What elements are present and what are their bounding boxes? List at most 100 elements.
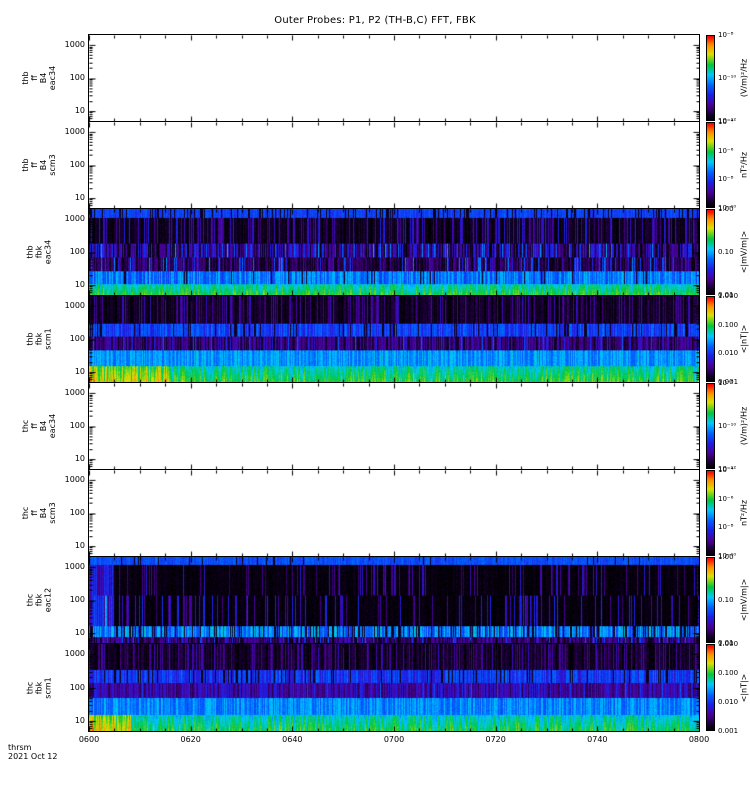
y-tick-label: 100 [69,595,85,604]
y-tick-label: 100 [69,334,85,343]
colorbar-tick-label: 10⁻⁸ [718,175,734,184]
colorbar-unit-label: (V/m)²/Hz [739,406,749,446]
panel-y-title-line: thc [25,593,35,607]
colorbar-tick-label: 10⁻⁸ [718,379,734,387]
colorbar-tick-label: 0.001 [718,378,739,386]
spectrogram-panel: thb fbk eac34 <|mV/m|> 1000 100 10 1.00 0.10 0.… [26,205,749,299]
colorbar-tick-label: 10⁻⁴ [718,466,734,474]
spectrogram-panel: thb ff B4 eac34 (V/m)²/Hz 1000 100 10 10⁻⁸ 10⁻¹… [21,31,749,125]
axis-ticks-canvas [89,209,699,295]
colorbar [706,557,715,643]
y-tick-label: 10 [74,280,85,290]
y-tick-label: 10 [74,367,85,377]
spectrogram-panel: thb ff B4 scm3 nT²/Hz 1000 100 10 10⁻⁴ 10⁻⁶ 10⁻⁸… [21,118,749,212]
colorbar-tick-label: 10⁻⁸ [718,31,734,39]
y-tick-label: 100 [69,682,85,692]
panel-y-title-line: fbk [34,332,44,346]
colorbar-tick-label: 0.010 [718,698,739,707]
panel-y-title-line: thb [25,332,35,346]
colorbar [706,470,715,556]
colorbar-tick-label: 10⁻¹⁰ [718,552,737,560]
y-tick-label: 1000 [64,300,85,310]
colorbar-unit-label: <|nT|> [739,324,749,354]
colorbar-gradient-canvas [707,471,714,555]
y-tick-label: 1000 [64,649,85,659]
colorbar-tick-label: 0.100 [718,320,739,329]
x-tick-label: 0700 [383,735,405,744]
colorbar [706,35,715,121]
colorbar [706,209,715,295]
colorbar [706,122,715,208]
spectrogram-panel: thc ff B4 eac34 (V/m)²/Hz 1000 100 10 10⁻⁸ 10⁻¹… [21,379,749,473]
colorbar-tick-label: 0.100 [718,668,739,677]
colorbar-tick-label: 0.010 [718,349,739,358]
y-tick-label: 10 [74,106,85,116]
colorbar-gradient-canvas [707,36,714,120]
colorbar-gradient-canvas [707,123,714,207]
panel-y-title-line: thb [21,71,30,85]
y-tick-label: 1000 [64,126,85,136]
axis-ticks-canvas [89,296,699,382]
panel-y-title-line: ff [30,162,39,168]
axis-ticks-canvas [89,35,699,121]
y-tick-label: 100 [69,508,85,517]
colorbar-unit-label: nT²/Hz [739,499,749,527]
axis-ticks-canvas [89,644,699,731]
colorbar [706,383,715,469]
colorbar-tick-label: 1.00 [718,205,734,213]
y-tick-label: 10 [74,715,85,725]
colorbar-gradient-canvas [707,210,714,294]
colorbar-tick-label: 1.000 [718,292,739,300]
y-tick-label: 1000 [64,213,85,223]
panel-y-title-line: thc [21,506,30,520]
colorbar-tick-label: 10⁻¹² [718,117,737,125]
colorbar-tick-label: 10⁻⁶ [718,494,734,503]
colorbar-tick-label: 10⁻¹⁰ [718,204,737,212]
colorbar-gradient-canvas [707,645,714,730]
spectrogram-panel: thc fbk eac12 <|mV/m|> 1000 100 10 1.00 0.10 0.… [26,553,749,647]
y-tick-label: 100 [69,160,85,169]
colorbar-gradient-canvas [707,558,714,642]
x-tick-label: 0740 [587,735,608,744]
colorbar-tick-label: 0.10 [718,248,734,256]
spectrogram-panel: thb fbk scm1 <|nT|> 1000 100 10 1.000 0.100 0.0… [26,292,749,386]
colorbar-tick-label: 10⁻⁴ [718,118,734,126]
panel-y-title-line: thc [25,681,35,694]
panel-y-title-line: fbk [34,245,44,259]
colorbar-tick-label: 1.000 [718,640,739,648]
y-tick-label: 1000 [64,387,85,397]
y-tick-label: 10 [74,193,85,203]
colorbar-unit-label: nT²/Hz [739,151,749,179]
x-tick-label: 0720 [485,735,506,744]
axis-ticks-canvas [89,122,699,208]
panel-y-title-line: thc [21,419,30,433]
colorbar [706,644,715,731]
x-tick-label: 0600 [78,735,100,744]
y-tick-label: 10 [74,628,85,638]
colorbar [706,296,715,382]
y-tick-label: 100 [69,247,85,256]
x-tick-label: 0800 [688,735,710,744]
y-tick-label: 1000 [64,474,85,484]
colorbar-tick-label: 0.01 [718,639,734,647]
colorbar-unit-label: (V/m)²/Hz [739,58,749,98]
spectrogram-panel: thc fbk scm1 <|nT|> 1000 100 10 1.000 0.100 0.0… [26,640,749,735]
y-tick-label: 100 [69,421,85,430]
colorbar-unit-label: <|mV/m|> [739,578,749,622]
colorbar-tick-label: 10⁻⁶ [718,146,734,155]
panel-y-title-line: ff [30,423,39,429]
colorbar-tick-label: 0.01 [718,291,734,299]
y-tick-label: 10 [74,541,85,551]
colorbar-tick-label: 10⁻¹⁰ [718,422,737,430]
panel-y-title-line: fbk [34,593,44,607]
panel-stack: thb ff B4 eac34 (V/m)²/Hz 1000 100 10 10⁻⁸ 10⁻¹… [21,31,749,735]
panel-y-title-line: thb [25,245,35,259]
axis-ticks-canvas [89,470,699,556]
axis-ticks-canvas [89,383,699,469]
y-tick-label: 1000 [64,561,85,571]
y-tick-label: 1000 [64,39,85,49]
plot-title: Outer Probes: P1, P2 (TH-B,C) FFT, FBK [274,15,476,26]
x-tick-label: 0640 [282,735,303,744]
colorbar-tick-label: 1.00 [718,553,734,561]
